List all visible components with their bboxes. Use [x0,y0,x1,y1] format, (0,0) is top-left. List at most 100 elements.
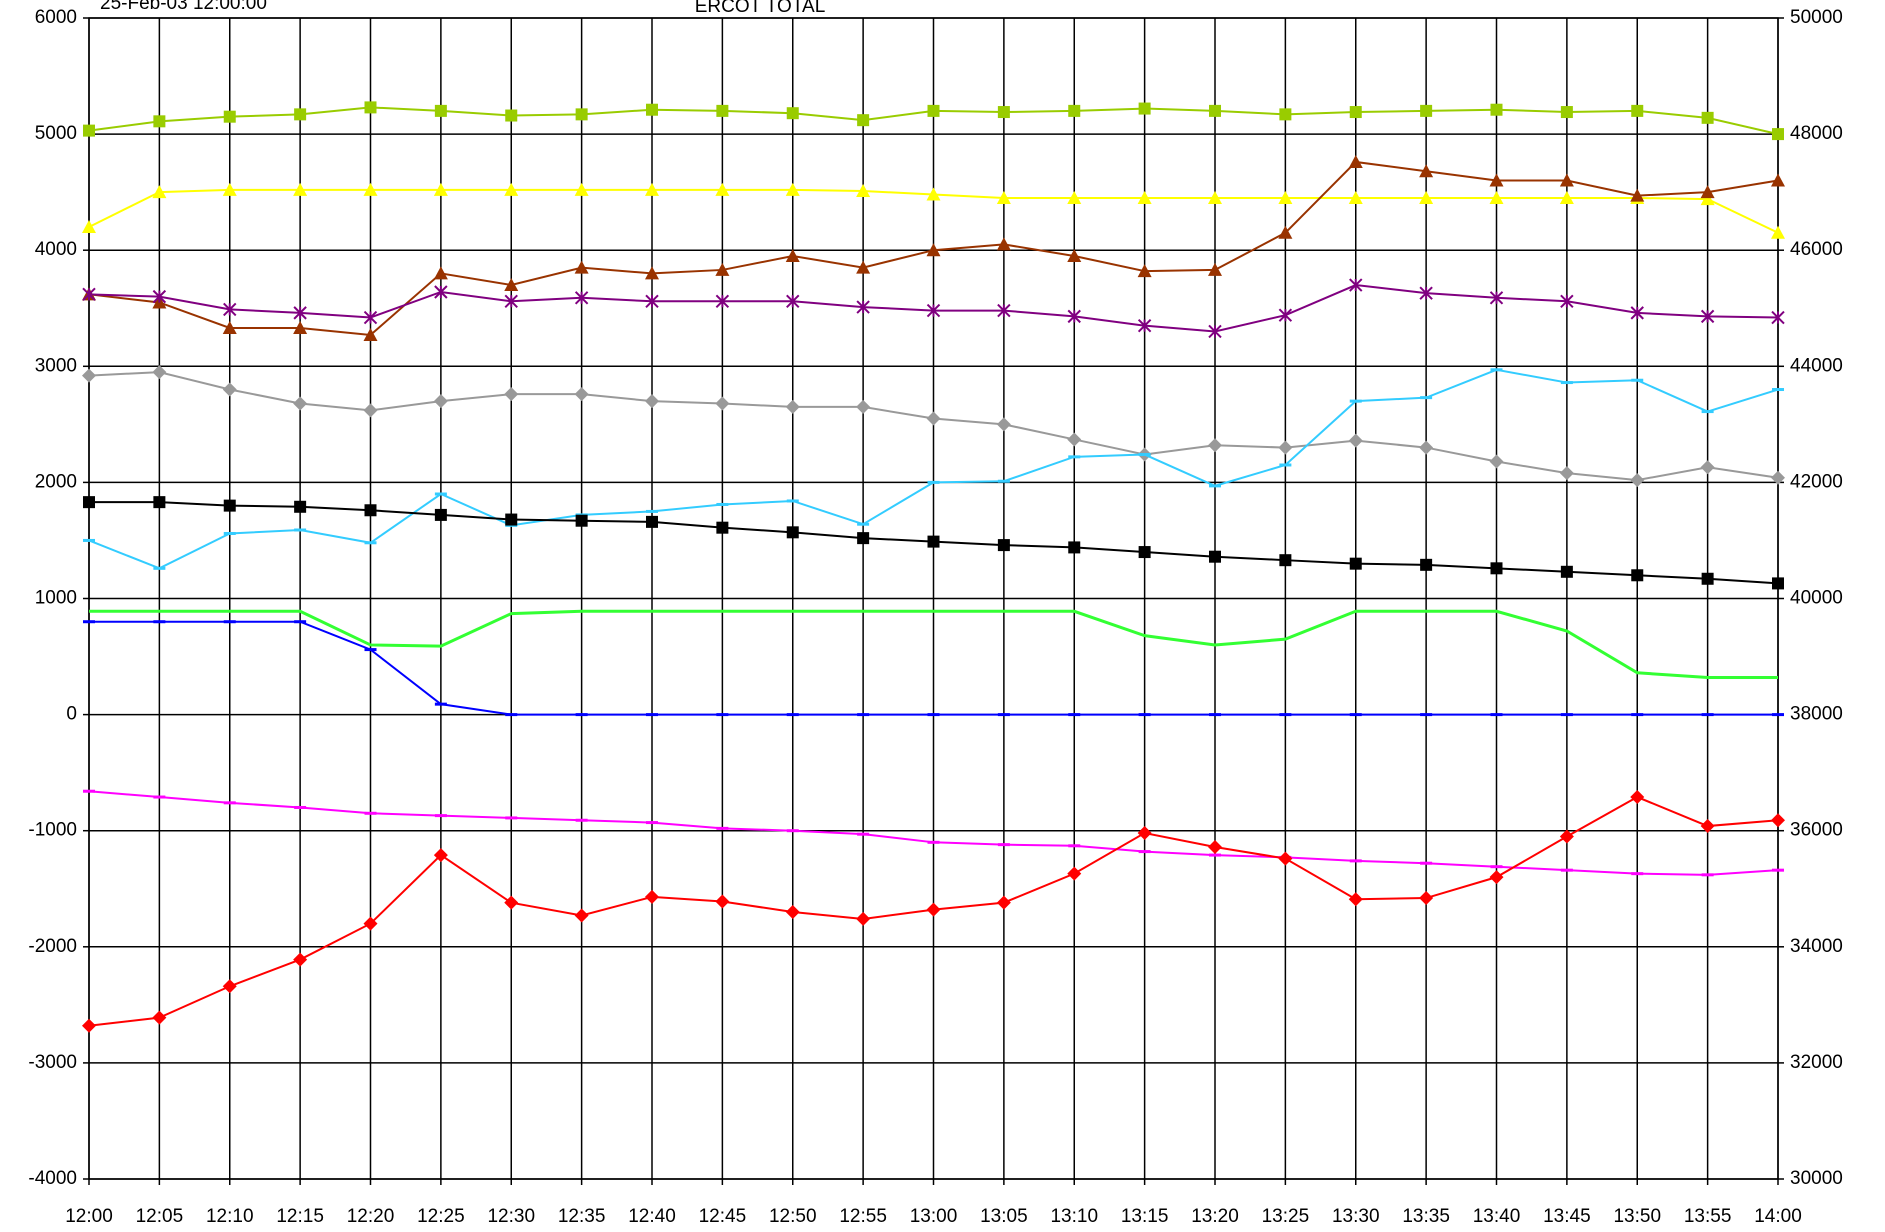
y2-tick-label: 50000 [1790,7,1843,28]
marker [504,294,518,308]
marker [293,182,308,196]
marker [646,515,658,528]
y-tick-label: 1000 [35,588,77,609]
marker [1700,192,1715,206]
marker [505,109,518,122]
x-tick-label: 12:00 [65,1206,113,1227]
x-tick-label: 13:15 [1121,1206,1169,1227]
marker [927,104,940,117]
marker [1278,190,1293,204]
marker [1490,103,1503,116]
marker [223,499,236,512]
x-tick-label: 12:50 [769,1206,817,1227]
marker [1771,470,1785,485]
y2-tick-label: 40000 [1790,588,1843,609]
marker [1420,558,1433,571]
marker [363,182,378,196]
y-tick-label: -4000 [28,1168,77,1189]
marker [1209,104,1221,117]
marker [997,539,1010,552]
marker [1137,318,1152,333]
marker [575,108,588,121]
x-tick-label: 13:20 [1191,1206,1239,1227]
marker [715,294,730,308]
marker [856,183,871,197]
marker [926,411,941,426]
marker [1067,432,1082,447]
marker [1771,225,1785,239]
marker [857,114,870,127]
marker [1700,309,1715,324]
marker [1137,264,1152,278]
y-tick-label: -3000 [28,1052,77,1073]
marker [363,310,378,325]
x-tick-label: 13:25 [1262,1206,1310,1227]
marker [786,107,799,120]
marker [1419,164,1434,178]
y2-tick-label: 34000 [1790,936,1843,957]
chart-title: ERCOT TOTAL [695,0,826,17]
y-tick-label: 2000 [35,471,77,492]
marker [505,513,518,526]
marker [222,382,237,397]
marker [996,237,1011,251]
marker [82,368,96,383]
marker [574,908,589,923]
marker [1630,473,1645,488]
y2-tick-label: 36000 [1790,820,1843,841]
marker [433,182,448,196]
marker [1209,550,1221,563]
marker [1419,891,1434,906]
marker [1278,440,1293,455]
x-tick-label: 13:55 [1684,1206,1732,1227]
x-tick-label: 12:55 [839,1206,887,1227]
marker [1067,866,1082,881]
marker [1419,190,1434,204]
marker [1348,154,1363,168]
marker [1278,851,1293,866]
marker [646,103,658,116]
y-tick-label: 3000 [35,355,77,376]
marker [1701,572,1714,585]
marker [1349,557,1362,570]
marker [1067,309,1081,324]
marker [364,504,377,517]
marker [363,403,378,418]
marker [504,182,519,196]
marker [926,187,941,201]
marker [785,904,800,919]
marker [294,500,307,513]
x-tick-label: 12:20 [347,1206,395,1227]
marker [82,287,96,302]
y2-tick-label: 32000 [1790,1052,1843,1073]
marker [997,303,1011,318]
marker [1138,546,1151,559]
marker [294,108,307,121]
x-tick-label: 13:30 [1332,1206,1380,1227]
marker [715,894,730,909]
y2-tick-label: 44000 [1790,355,1843,376]
marker [1559,173,1574,187]
marker [293,396,308,411]
marker [1490,562,1503,575]
series-line [89,609,1778,679]
marker [1348,190,1363,204]
x-tick-label: 12:45 [699,1206,747,1227]
marker [856,260,871,274]
marker [1420,104,1433,117]
marker [222,182,237,196]
marker [645,182,659,196]
marker [856,300,870,314]
x-tick-label: 12:30 [487,1206,535,1227]
marker [574,260,589,274]
marker [433,266,448,280]
marker [83,496,95,509]
x-tick-label: 13:10 [1050,1206,1098,1227]
marker [1278,308,1293,322]
marker [1419,440,1434,455]
marker [1489,454,1504,469]
marker [575,514,588,527]
x-tick-label: 13:45 [1543,1206,1591,1227]
x-tick-label: 12:40 [628,1206,676,1227]
marker [1700,460,1715,475]
